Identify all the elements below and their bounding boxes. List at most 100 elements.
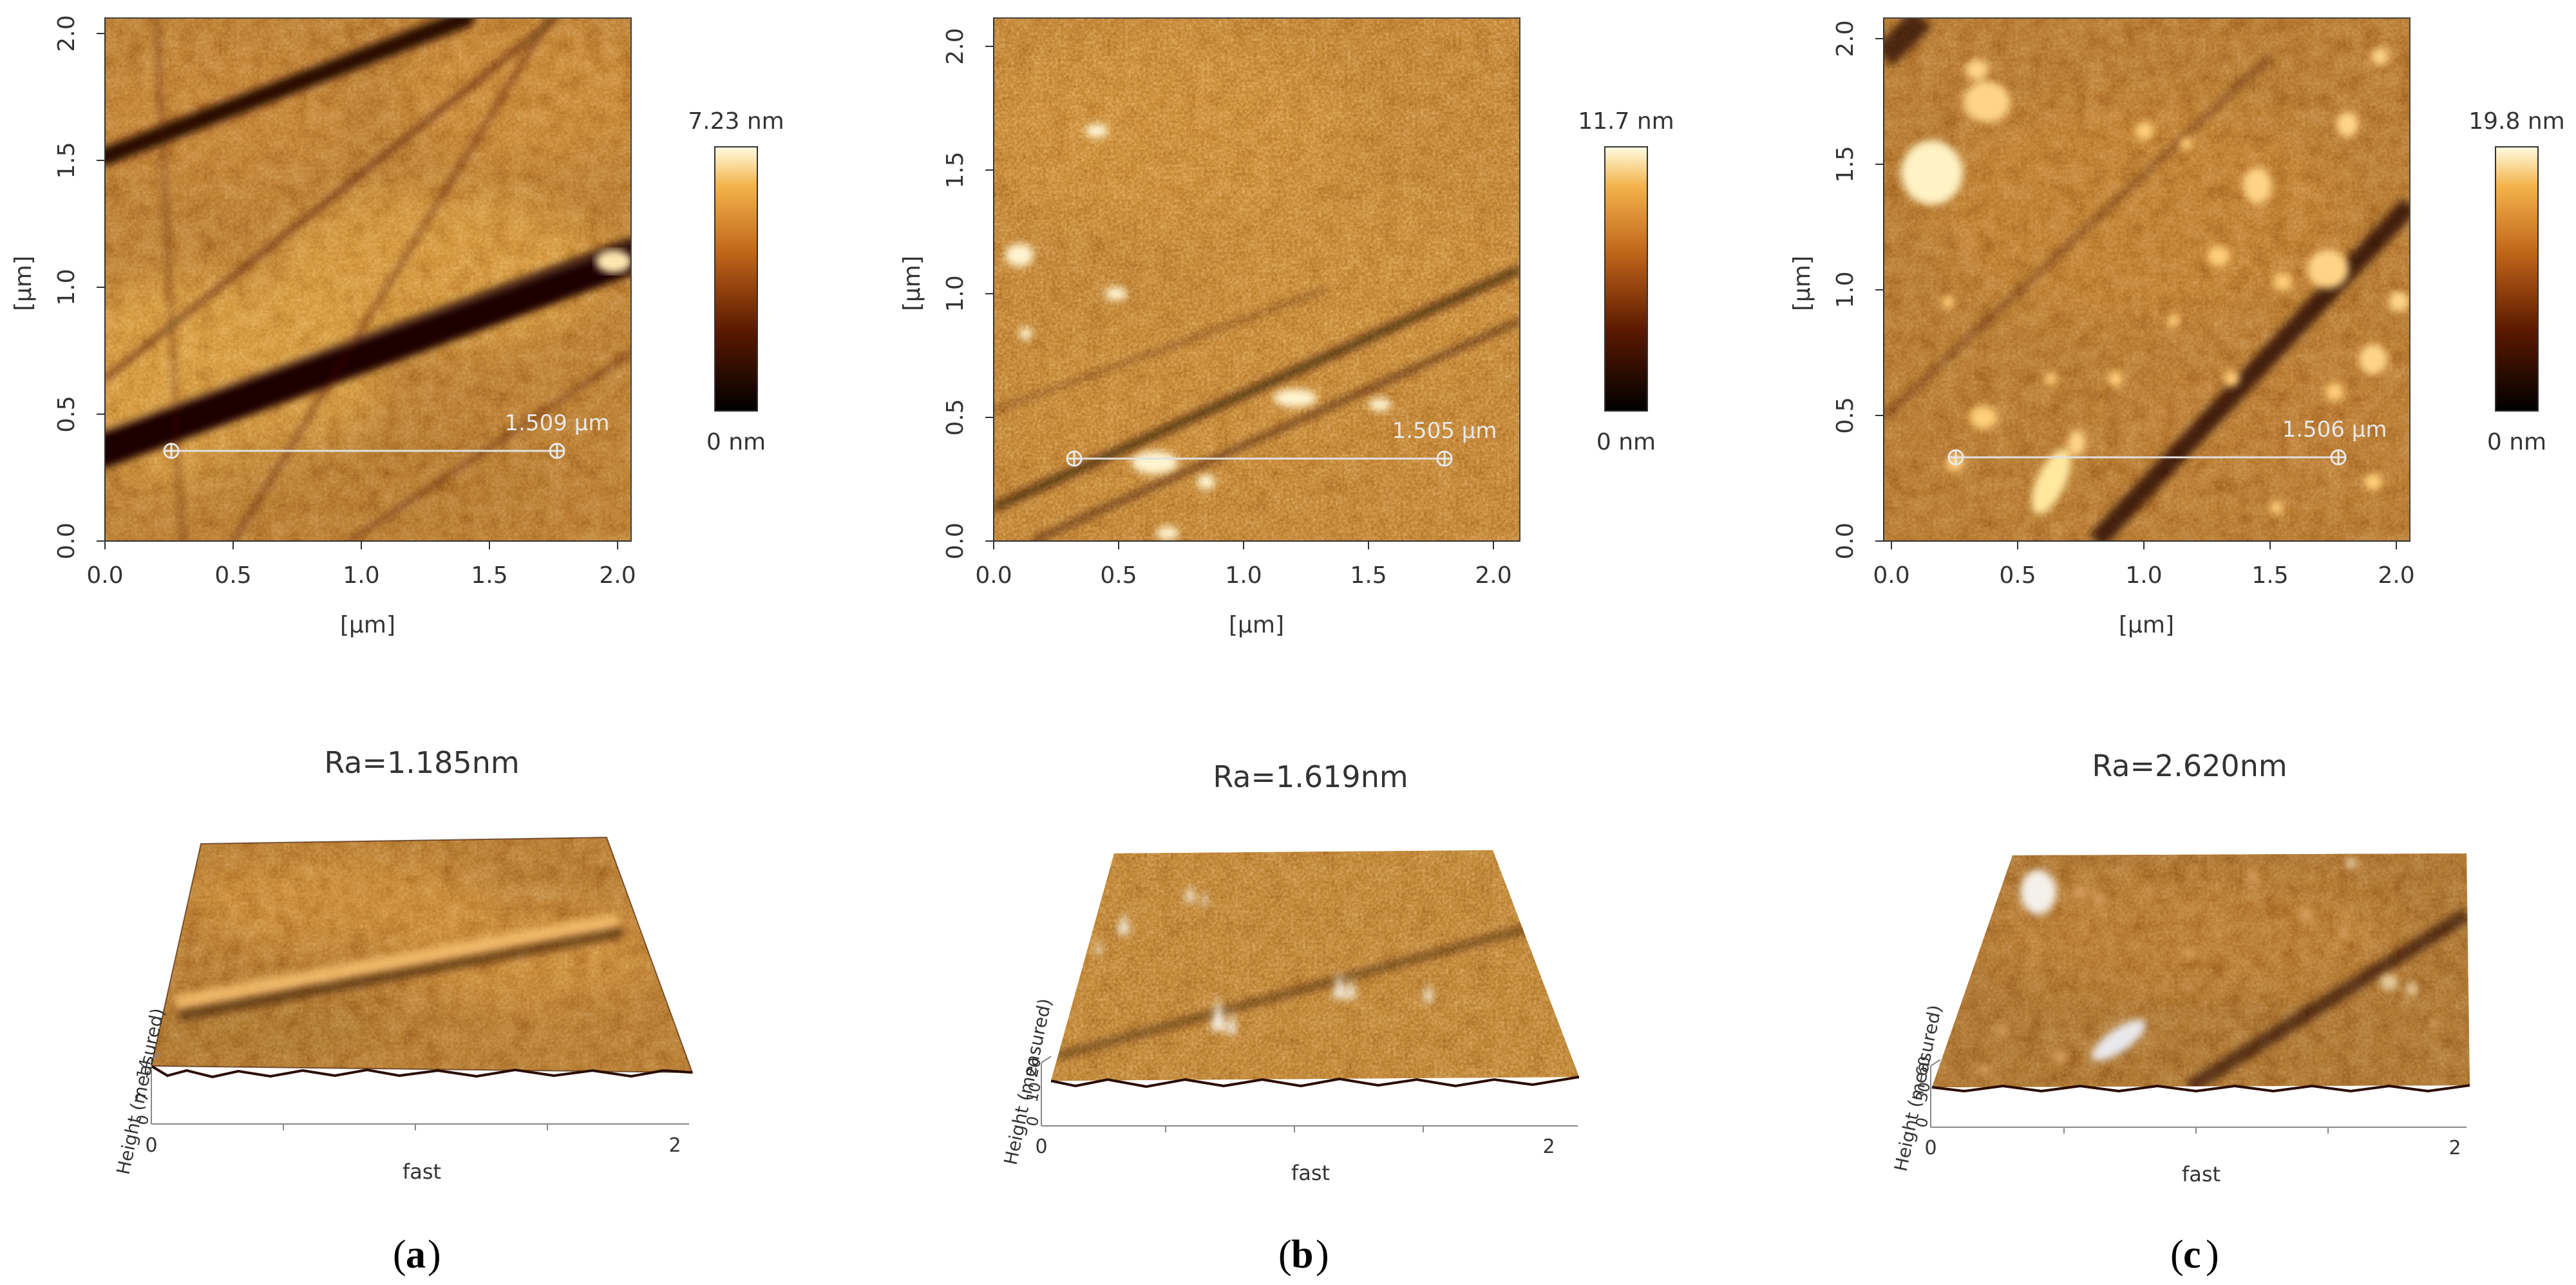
panel-c-xtick-4: 2.0 — [2378, 562, 2414, 589]
panel-a-3d-xtick-0: 0 — [145, 1134, 157, 1157]
panel-b-y-axis: 0.0 0.5 1.0 1.5 2.0 [µm] — [899, 18, 994, 560]
panel-c-measure-line: 1.506 µm — [1947, 417, 2387, 466]
panel-c: 1.506 µm 0.0 0.5 1.0 1.5 2.0 [µm] — [1789, 17, 2565, 1277]
panel-b-3d-ztick-1: 10 — [1023, 1081, 1045, 1104]
panel-b-measure-label: 1.505 µm — [1392, 418, 1497, 444]
panel-b-xtick-0: 0.0 — [975, 562, 1012, 589]
svg-text:(: ( — [1278, 1233, 1292, 1277]
panel-b-xtick-1: 0.5 — [1100, 562, 1137, 589]
panel-c-colorbar: 19.8 nm 0 nm — [2468, 108, 2564, 455]
panel-c-3d-ztick-0: 0 — [1912, 1116, 1932, 1129]
svg-text:): ) — [428, 1233, 441, 1277]
panel-b-ytick-1: 0.5 — [942, 399, 969, 435]
panel-b-measure-line: 1.505 µm — [1066, 418, 1497, 467]
panel-a-colorbar: 7.23 nm 0 nm — [688, 108, 784, 455]
panel-b-3d-ztick-2: 20 — [1023, 1056, 1045, 1080]
panel-a-ytick-3: 1.5 — [53, 142, 80, 178]
panel-b-xtick-4: 2.0 — [1475, 562, 1511, 589]
panel-a-3d-ztick-0: 0 — [133, 1113, 153, 1127]
panel-b-ytick-4: 2.0 — [942, 28, 969, 64]
panel-b-3d-x-label: fast — [1291, 1161, 1330, 1185]
panel-c-heightmap: 1.506 µm 0.0 0.5 1.0 1.5 2.0 [µm] — [1789, 17, 2565, 638]
panel-a-ytick-1: 0.5 — [53, 395, 80, 432]
panel-c-colorbar-min: 0 nm — [2487, 429, 2546, 455]
panel-c-xtick-1: 0.5 — [1999, 562, 2036, 589]
svg-text:): ) — [1316, 1233, 1329, 1277]
panel-b-x-label: [µm] — [1229, 612, 1284, 638]
panel-c-ytick-2: 1.0 — [1832, 271, 1859, 308]
panel-c-xtick-0: 0.0 — [1873, 562, 1909, 589]
panel-c-measure-label: 1.506 µm — [2282, 417, 2387, 443]
panel-b-3d-ztick-0: 0 — [1023, 1114, 1043, 1128]
panel-a-y-axis: 0.0 0.5 1.0 1.5 2.0 [µm] — [10, 15, 106, 560]
panel-a-xtick-0: 0.0 — [86, 562, 123, 589]
panel-a-ytick-2: 1.0 — [53, 269, 80, 305]
panel-c-ytick-3: 1.5 — [1832, 146, 1859, 182]
panel-a-y-label: [µm] — [10, 256, 37, 311]
panel-c-3d-x-label: fast — [2182, 1162, 2221, 1186]
panel-a-surface-3d: Ra=1.185nm 0 — [113, 745, 694, 1184]
panel-a-ytick-4: 2.0 — [53, 15, 80, 52]
panel-c-ytick-1: 0.5 — [1832, 397, 1859, 433]
panel-c-heightmap-image — [1884, 18, 2410, 541]
panel-a-3d-xtick-1: 2 — [668, 1134, 681, 1157]
panel-b-xtick-2: 1.0 — [1225, 562, 1262, 589]
panel-c-3d-xtick-0: 0 — [1924, 1137, 1937, 1159]
panel-b-y-label: [µm] — [899, 256, 925, 311]
panel-c-3d-ztick-2: 60 — [1912, 1055, 1934, 1078]
panel-a-measure-line: 1.509 µm — [163, 410, 610, 459]
panel-a-xtick-1: 0.5 — [214, 562, 251, 589]
panel-c-surface-3d: Ra=2.620nm — [1890, 748, 2470, 1186]
panel-c-caption: ( c ) — [2170, 1233, 2219, 1277]
panel-a-3d-ztick-2: 14 — [133, 1058, 155, 1081]
panel-a-measure-label: 1.509 µm — [505, 410, 610, 436]
panel-a-colorbar-min: 0 nm — [706, 429, 766, 455]
panel-c-xtick-3: 1.5 — [2251, 562, 2288, 589]
panel-c-xtick-2: 1.0 — [2125, 562, 2162, 589]
panel-b-heightmap: 1.505 µm 0.0 0.5 1.0 1.5 2.0 [µm] — [899, 17, 1674, 638]
panel-a-xtick-4: 2.0 — [599, 562, 636, 589]
panel-c-ytick-0: 0.0 — [1832, 522, 1859, 559]
panel-c-colorbar-max: 19.8 nm — [2468, 108, 2564, 135]
panel-b-3d-xtick-1: 2 — [1542, 1136, 1555, 1158]
panel-b-caption: ( b ) — [1278, 1233, 1329, 1277]
panel-b-heightmap-image — [994, 18, 1520, 541]
panel-a-roughness: Ra=1.185nm — [324, 745, 519, 780]
panel-a-caption: ( a ) — [393, 1233, 441, 1277]
panel-a-x-axis: 0.0 0.5 1.0 1.5 2.0 [µm] — [86, 540, 636, 638]
panel-c-ytick-4: 2.0 — [1832, 20, 1859, 57]
panel-b-ytick-0: 0.0 — [942, 522, 969, 559]
panel-b-colorbar-max: 11.7 nm — [1578, 108, 1674, 135]
panel-b-ytick-2: 1.0 — [942, 275, 969, 312]
panel-b-x-axis: 0.0 0.5 1.0 1.5 2.0 [µm] — [975, 540, 1520, 638]
panel-c-3d-xtick-1: 2 — [2448, 1137, 2461, 1159]
panel-a-3d-x-label: fast — [402, 1159, 441, 1184]
panel-a-caption-letter: a — [406, 1233, 426, 1277]
panel-b-caption-letter: b — [1291, 1233, 1313, 1277]
panel-c-y-axis: 0.0 0.5 1.0 1.5 2.0 [µm] — [1789, 18, 1884, 560]
panel-b-colorbar: 11.7 nm 0 nm — [1578, 108, 1674, 455]
panel-a-x-label: [µm] — [340, 612, 395, 638]
panel-c-caption-letter: c — [2183, 1233, 2201, 1277]
panel-a-ytick-0: 0.0 — [53, 522, 80, 559]
panel-c-x-axis: 0.0 0.5 1.0 1.5 2.0 [µm] — [1873, 540, 2415, 638]
panel-a-3d-ztick-1: 7 — [133, 1090, 153, 1103]
panel-a-xtick-3: 1.5 — [471, 562, 507, 589]
panel-b-colorbar-min: 0 nm — [1596, 429, 1656, 455]
panel-b-roughness: Ra=1.619nm — [1213, 759, 1408, 794]
panel-b-xtick-3: 1.5 — [1350, 562, 1387, 589]
panel-c-y-label: [µm] — [1789, 256, 1815, 311]
panel-c-x-label: [µm] — [2119, 612, 2174, 638]
panel-a-colorbar-max: 7.23 nm — [688, 108, 784, 135]
svg-text:(: ( — [393, 1233, 406, 1277]
panel-a-3d-z-label: Height (measured) — [113, 1006, 169, 1176]
panel-b: 1.505 µm 0.0 0.5 1.0 1.5 2.0 [µm] — [899, 17, 1674, 1277]
svg-text:(: ( — [2170, 1233, 2184, 1277]
panel-b-3d-xtick-0: 0 — [1035, 1136, 1047, 1158]
panel-a-heightmap: 1.509 µm 0.0 0.5 1.0 1.5 2.0 [µm] — [10, 15, 784, 638]
panel-a-xtick-2: 1.0 — [343, 562, 379, 589]
panel-a: 1.509 µm 0.0 0.5 1.0 1.5 2.0 [µm] — [10, 15, 784, 1277]
svg-text:): ) — [2206, 1233, 2219, 1277]
panel-b-ytick-3: 1.5 — [942, 151, 969, 188]
